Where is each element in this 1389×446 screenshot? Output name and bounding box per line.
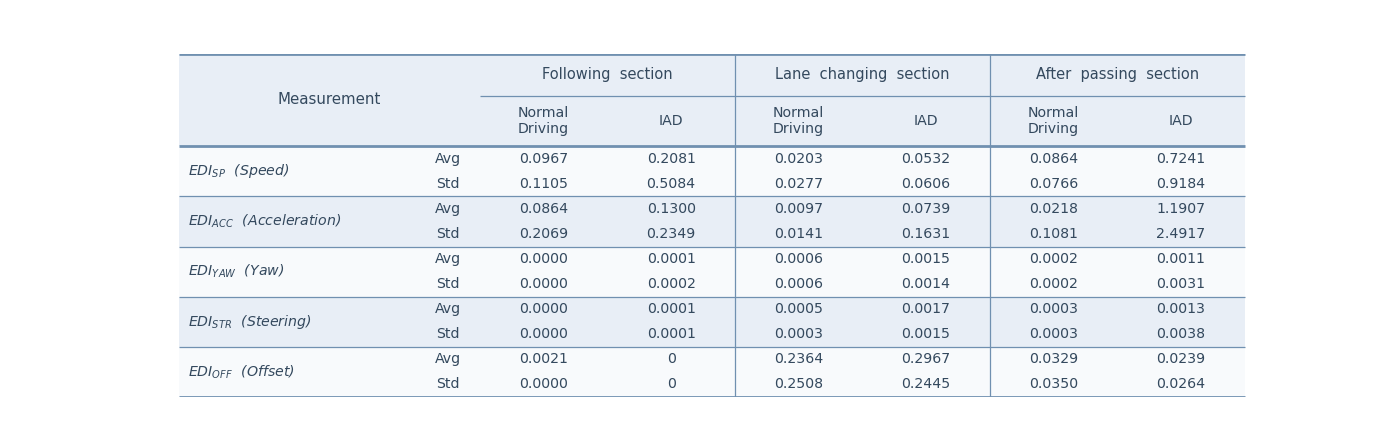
Text: Normal
Driving: Normal Driving bbox=[518, 106, 569, 136]
Text: 0.1631: 0.1631 bbox=[901, 227, 950, 241]
Text: 0: 0 bbox=[667, 352, 675, 366]
Text: $EDI_{ACC}$  (Acceleration): $EDI_{ACC}$ (Acceleration) bbox=[188, 213, 342, 230]
Text: 0.0006: 0.0006 bbox=[774, 277, 824, 291]
Text: 0.0002: 0.0002 bbox=[1029, 252, 1078, 266]
Text: 0.0031: 0.0031 bbox=[1157, 277, 1206, 291]
Text: IAD: IAD bbox=[1168, 114, 1193, 128]
Text: 0.7241: 0.7241 bbox=[1157, 152, 1206, 166]
Text: $EDI_{STR}$  (Steering): $EDI_{STR}$ (Steering) bbox=[188, 313, 311, 331]
Text: 0.0000: 0.0000 bbox=[519, 252, 568, 266]
Text: 0.0006: 0.0006 bbox=[774, 252, 824, 266]
Text: 0.2364: 0.2364 bbox=[774, 352, 824, 366]
Text: 0.0001: 0.0001 bbox=[647, 252, 696, 266]
Text: 0.0011: 0.0011 bbox=[1157, 252, 1206, 266]
Text: 0.1105: 0.1105 bbox=[519, 177, 568, 191]
Text: 0.0003: 0.0003 bbox=[1029, 327, 1078, 341]
Text: 0.0000: 0.0000 bbox=[519, 302, 568, 316]
Text: 1.1907: 1.1907 bbox=[1157, 202, 1206, 216]
Text: 0: 0 bbox=[667, 377, 675, 392]
Text: $EDI_{YAW}$  (Yaw): $EDI_{YAW}$ (Yaw) bbox=[188, 263, 283, 280]
Text: 0.2081: 0.2081 bbox=[647, 152, 696, 166]
Text: 2.4917: 2.4917 bbox=[1157, 227, 1206, 241]
Text: IAD: IAD bbox=[914, 114, 939, 128]
Text: Std: Std bbox=[436, 277, 460, 291]
Text: 0.0003: 0.0003 bbox=[774, 327, 824, 341]
Text: 0.0002: 0.0002 bbox=[1029, 277, 1078, 291]
Bar bbox=[179, 146, 1245, 171]
Text: Avg: Avg bbox=[435, 202, 461, 216]
Text: 0.0001: 0.0001 bbox=[647, 327, 696, 341]
Text: 0.0766: 0.0766 bbox=[1029, 177, 1078, 191]
Bar bbox=[179, 247, 1245, 272]
Text: 0.5084: 0.5084 bbox=[647, 177, 696, 191]
Text: 0.0001: 0.0001 bbox=[647, 302, 696, 316]
Text: 0.0015: 0.0015 bbox=[901, 252, 950, 266]
Text: 0.2508: 0.2508 bbox=[774, 377, 824, 392]
Text: IAD: IAD bbox=[658, 114, 683, 128]
Text: 0.0239: 0.0239 bbox=[1157, 352, 1206, 366]
Text: 0.0967: 0.0967 bbox=[519, 152, 568, 166]
Text: 0.0015: 0.0015 bbox=[901, 327, 950, 341]
Text: 0.0017: 0.0017 bbox=[901, 302, 950, 316]
Text: Lane  changing  section: Lane changing section bbox=[775, 67, 950, 83]
Text: Avg: Avg bbox=[435, 302, 461, 316]
Text: 0.0264: 0.0264 bbox=[1157, 377, 1206, 392]
Text: Measurement: Measurement bbox=[278, 92, 381, 107]
Text: 0.0003: 0.0003 bbox=[1029, 302, 1078, 316]
Text: Std: Std bbox=[436, 177, 460, 191]
Text: $EDI_{OFF}$  (Offset): $EDI_{OFF}$ (Offset) bbox=[188, 363, 294, 380]
Text: 0.0532: 0.0532 bbox=[901, 152, 950, 166]
Text: 0.0277: 0.0277 bbox=[774, 177, 824, 191]
Text: 0.9184: 0.9184 bbox=[1157, 177, 1206, 191]
Text: 0.0014: 0.0014 bbox=[901, 277, 950, 291]
Text: 0.0038: 0.0038 bbox=[1157, 327, 1206, 341]
Text: 0.0350: 0.0350 bbox=[1029, 377, 1078, 392]
Text: Avg: Avg bbox=[435, 352, 461, 366]
Text: 0.0864: 0.0864 bbox=[519, 202, 568, 216]
Text: After  passing  section: After passing section bbox=[1036, 67, 1199, 83]
Text: 0.0203: 0.0203 bbox=[774, 152, 824, 166]
Text: Following  section: Following section bbox=[542, 67, 672, 83]
Text: 0.0739: 0.0739 bbox=[901, 202, 950, 216]
Text: Std: Std bbox=[436, 327, 460, 341]
Bar bbox=[179, 372, 1245, 397]
Text: $EDI_{SP}$  (Speed): $EDI_{SP}$ (Speed) bbox=[188, 162, 289, 180]
Text: 0.1081: 0.1081 bbox=[1029, 227, 1078, 241]
Text: Avg: Avg bbox=[435, 152, 461, 166]
Text: 0.2967: 0.2967 bbox=[901, 352, 950, 366]
Text: 0.2069: 0.2069 bbox=[519, 227, 568, 241]
Text: 0.0002: 0.0002 bbox=[647, 277, 696, 291]
Text: 0.0329: 0.0329 bbox=[1029, 352, 1078, 366]
Text: 0.0141: 0.0141 bbox=[774, 227, 824, 241]
Text: 0.0097: 0.0097 bbox=[774, 202, 824, 216]
Bar bbox=[179, 347, 1245, 372]
Text: Normal
Driving: Normal Driving bbox=[774, 106, 824, 136]
Text: 0.0606: 0.0606 bbox=[901, 177, 950, 191]
Bar bbox=[179, 171, 1245, 196]
Text: 0.2445: 0.2445 bbox=[901, 377, 950, 392]
Text: Avg: Avg bbox=[435, 252, 461, 266]
Text: Std: Std bbox=[436, 377, 460, 392]
Text: Std: Std bbox=[436, 227, 460, 241]
Text: 0.0000: 0.0000 bbox=[519, 377, 568, 392]
Text: Normal
Driving: Normal Driving bbox=[1028, 106, 1079, 136]
Text: 0.0021: 0.0021 bbox=[519, 352, 568, 366]
Text: 0.0000: 0.0000 bbox=[519, 277, 568, 291]
Text: 0.0013: 0.0013 bbox=[1157, 302, 1206, 316]
Text: 0.1300: 0.1300 bbox=[647, 202, 696, 216]
Text: 0.0000: 0.0000 bbox=[519, 327, 568, 341]
Bar bbox=[179, 272, 1245, 297]
Text: 0.0005: 0.0005 bbox=[774, 302, 824, 316]
Text: 0.0864: 0.0864 bbox=[1029, 152, 1078, 166]
Text: 0.2349: 0.2349 bbox=[646, 227, 696, 241]
Text: 0.0218: 0.0218 bbox=[1029, 202, 1078, 216]
